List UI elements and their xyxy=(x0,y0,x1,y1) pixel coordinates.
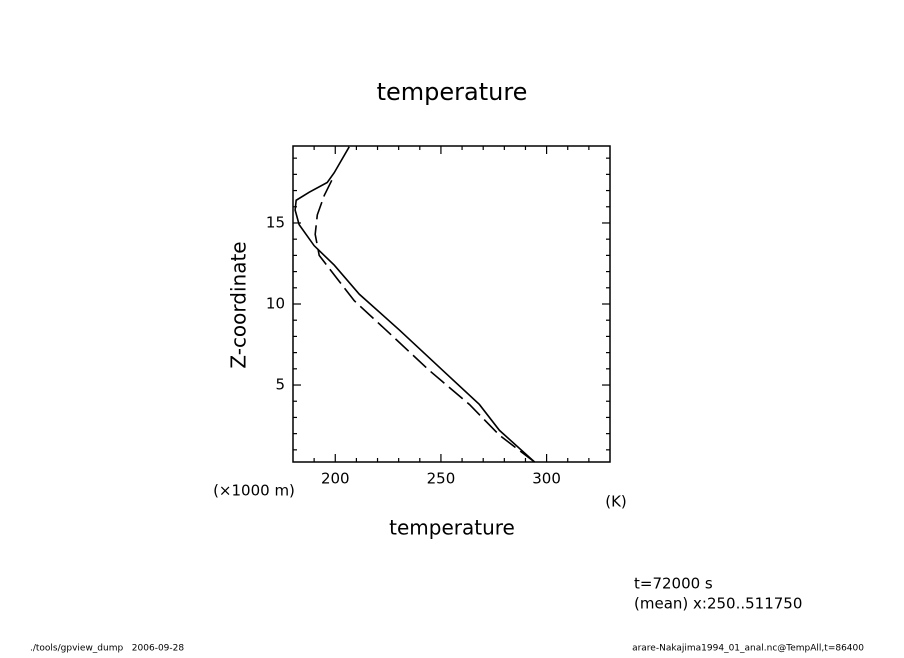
y-unit: (×1000 m) xyxy=(213,482,295,500)
data-line xyxy=(314,178,536,463)
data-line xyxy=(294,146,536,463)
footer: arare-Nakajima1994_01_anal.nc@TempAll,t=… xyxy=(632,644,864,654)
footer: ./tools/gpview_dump 2006-09-28 xyxy=(30,644,184,654)
y-axis-label: Z-coordinate xyxy=(227,241,251,368)
chart-title: temperature xyxy=(377,78,528,106)
y-tick-label: 15 xyxy=(266,213,285,231)
x-tick-label: 200 xyxy=(321,470,350,488)
x-unit: (K) xyxy=(605,493,627,511)
x-axis-label: temperature xyxy=(389,516,515,540)
y-tick-label: 5 xyxy=(275,376,285,394)
y-tick-label: 10 xyxy=(266,295,285,313)
plot-frame xyxy=(292,145,611,463)
x-tick-label: 250 xyxy=(427,470,456,488)
x-tick-label: 300 xyxy=(532,470,561,488)
annotation: (mean) x:250..511750 xyxy=(634,595,802,613)
annotation: t=72000 s xyxy=(634,575,713,593)
